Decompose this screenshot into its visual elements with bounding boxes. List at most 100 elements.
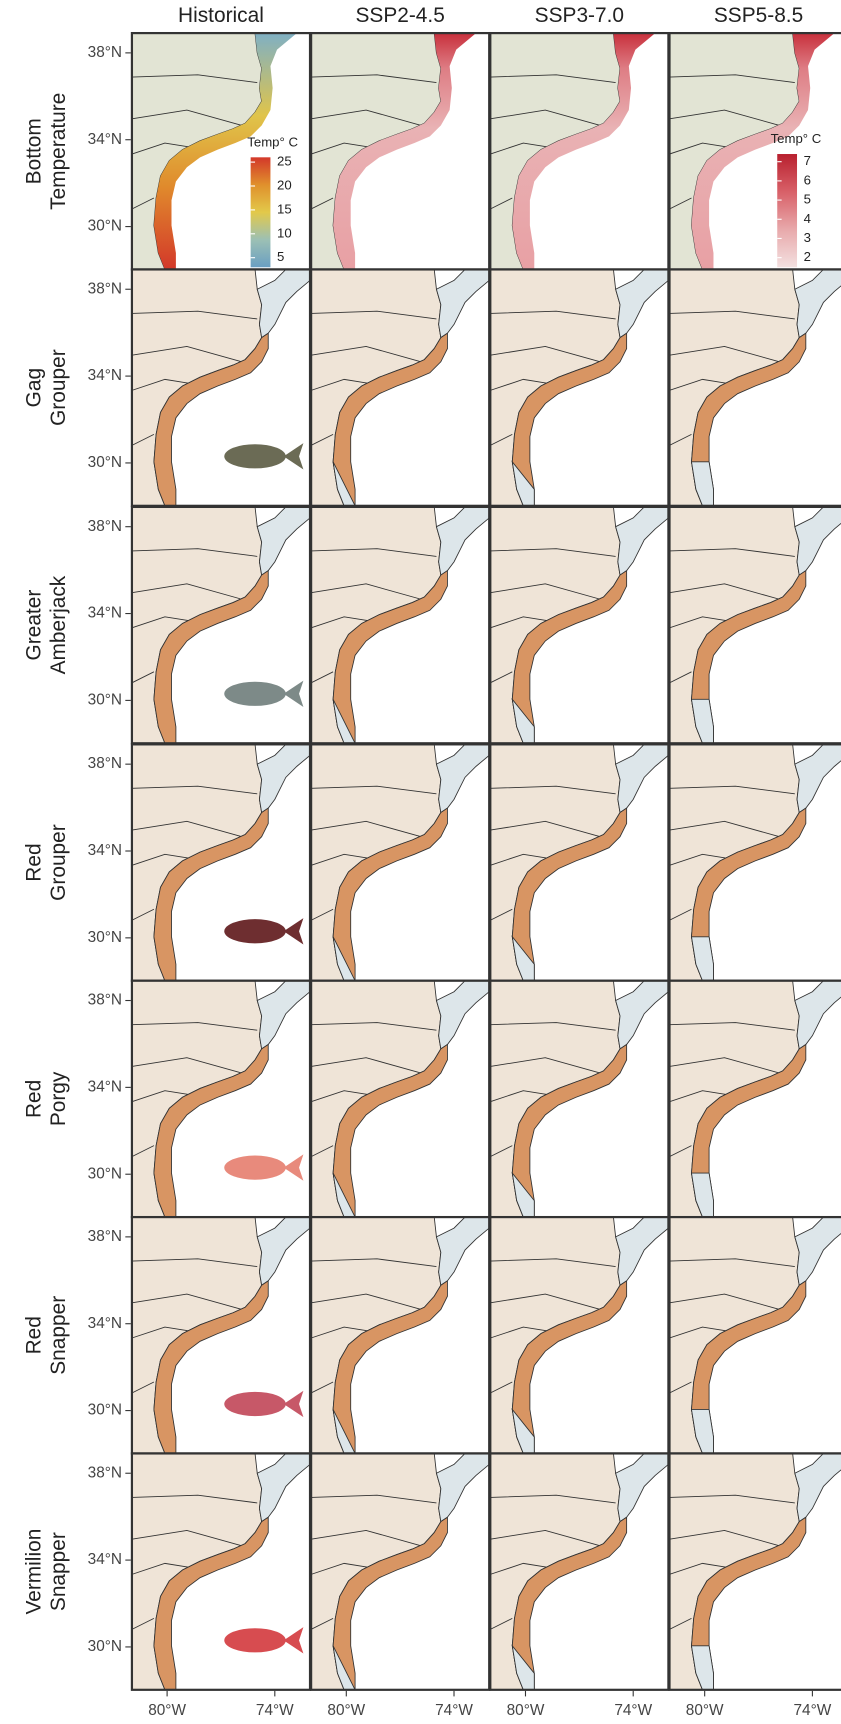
state-line [131, 1494, 258, 1504]
colorbar-label: 25 [277, 154, 292, 169]
lon-tick-label: 80°W [148, 1702, 186, 1719]
state-line [490, 1145, 513, 1158]
state-line [311, 74, 437, 83]
suitable-habitat [511, 1516, 628, 1690]
state-line [669, 785, 795, 795]
state-line [490, 1617, 513, 1630]
map-content [131, 269, 311, 506]
land [131, 269, 262, 506]
lost-habitat [690, 1172, 714, 1218]
state-line [669, 1562, 731, 1575]
state-line [669, 1494, 795, 1504]
lat-tick-label: 30°N [88, 218, 122, 235]
colorbar-label: 2 [804, 249, 811, 264]
unsuitable-habitat [615, 1217, 669, 1286]
state-line [131, 1381, 155, 1394]
unsuitable-habitat [615, 269, 669, 339]
suitable-habitat [153, 332, 269, 506]
state-line [311, 616, 372, 629]
legend-title: Temp° C [771, 131, 822, 146]
map-panel [130, 1215, 312, 1455]
suitable-habitat [511, 1280, 628, 1454]
map-content [311, 1217, 490, 1454]
state-line [490, 583, 601, 600]
lost-habitat [511, 697, 535, 744]
colorbar [250, 157, 271, 268]
state-line [490, 74, 616, 83]
state-line [669, 1022, 795, 1031]
lat-tick-label: 38°N [88, 1464, 122, 1481]
lat-tick-label: 34°N [88, 1078, 122, 1095]
land [490, 744, 621, 981]
state-line [669, 1381, 692, 1394]
column-title: Historical [178, 4, 264, 27]
map-content [669, 744, 841, 981]
state-line [669, 310, 795, 320]
fish-tail [283, 1390, 304, 1418]
state-line [311, 548, 437, 557]
map-content [131, 1217, 311, 1454]
fish-body [224, 444, 286, 469]
lat-tick-label: 30°N [88, 1402, 122, 1419]
state-line [131, 197, 155, 210]
suitable-habitat [332, 569, 448, 744]
land [311, 506, 441, 744]
state-line [669, 616, 731, 629]
fish-body [224, 1155, 286, 1180]
lost-habitat [690, 936, 714, 981]
unsuitable-habitat [256, 1453, 311, 1523]
map-panel [668, 1452, 841, 1691]
suitable-habitat [511, 569, 628, 744]
land [311, 744, 441, 981]
map-panel [310, 743, 491, 982]
state-line [131, 583, 242, 600]
unsuitable-habitat [794, 744, 841, 814]
column-title: SSP2-4.5 [355, 4, 444, 27]
lat-tick-label: 34°N [88, 1315, 122, 1332]
lost-habitat [332, 699, 356, 744]
state-line [131, 1022, 258, 1031]
lat-tick-label: 34°N [88, 842, 122, 859]
unsuitable-habitat [256, 269, 311, 339]
lost-habitat [690, 461, 714, 506]
colorbar-label: 7 [804, 153, 811, 168]
map-content [131, 1453, 311, 1690]
map-content [311, 506, 490, 744]
state-line [669, 671, 692, 684]
colorbar-label: 6 [804, 172, 811, 187]
state-line [131, 1529, 242, 1547]
map-panel [668, 268, 841, 507]
row-label: Red [23, 843, 46, 881]
lat-tick-label: 38°N [88, 44, 122, 61]
state-line [311, 1562, 372, 1575]
temperature-band [691, 33, 835, 270]
temperature-band [153, 33, 297, 270]
state-line [311, 1381, 334, 1394]
state-line [311, 1145, 334, 1158]
state-line [490, 820, 601, 838]
row-label: Grouper [47, 349, 70, 426]
lost-habitat [690, 1645, 714, 1690]
map-content [490, 33, 669, 270]
unsuitable-habitat [794, 1217, 841, 1286]
state-line [311, 1326, 372, 1339]
state-line [131, 1617, 155, 1630]
state-line [131, 74, 258, 83]
suitable-habitat [511, 1043, 628, 1218]
map-panel [489, 1452, 670, 1691]
land [131, 1453, 262, 1690]
map-content [311, 980, 490, 1218]
land [131, 33, 262, 270]
unsuitable-habitat [615, 744, 669, 814]
suitable-habitat [332, 1280, 448, 1454]
state-line [311, 345, 422, 363]
land [311, 1217, 441, 1454]
state-line [311, 433, 334, 446]
map-panel [668, 979, 841, 1219]
lost-habitat [332, 936, 356, 981]
suitable-habitat [332, 332, 448, 506]
state-line [311, 853, 372, 866]
state-line [669, 1258, 795, 1267]
lost-habitat [332, 1409, 356, 1454]
state-line [490, 310, 616, 320]
